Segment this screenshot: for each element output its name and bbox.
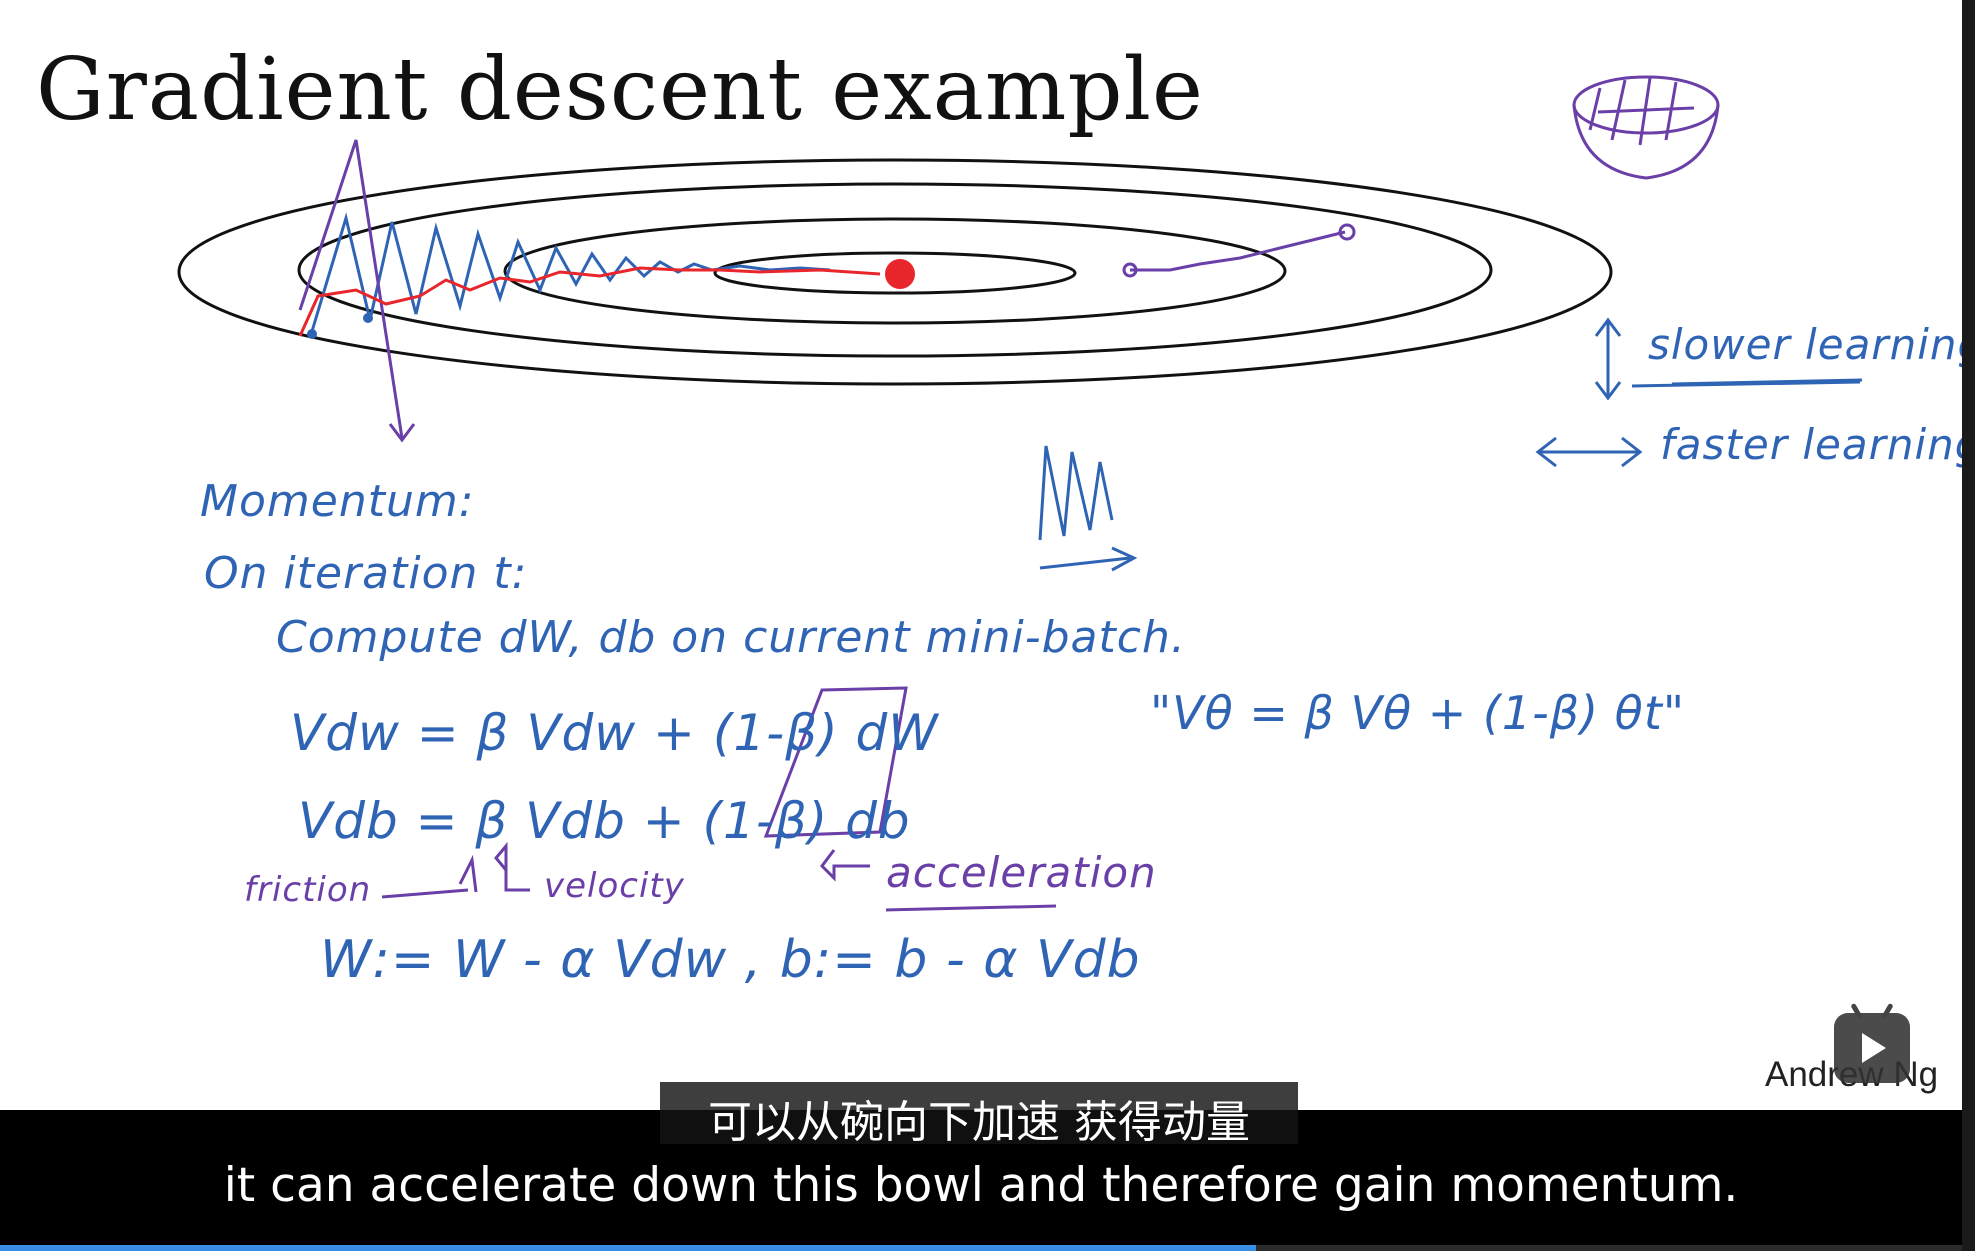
start-point [307,329,317,339]
vdb-equation: Vdb = β Vdb + (1-β) db [298,792,911,850]
friction-arrow-head [458,854,478,893]
averaged-term-box [763,686,908,838]
lecture-slide: Gradient descent example [36,40,1975,1094]
faster-learning-note: faster learning. [1660,420,1975,469]
bowl-sketch [1572,75,1720,180]
minimum-point [885,259,915,289]
acceleration-arrow [820,849,870,882]
learning-rate-path [1130,230,1346,272]
acceleration-label: acceleration [886,848,1157,897]
path-start [1338,223,1356,241]
chinese-subtitle-box: 可以从碗向下加速 获得动量 [660,1082,1298,1148]
momentum-path [298,266,881,337]
contour-ellipse-outer [177,158,1613,386]
friction-label: friction [244,870,372,910]
contour-ellipse-2 [297,182,1493,358]
compute-line: Compute dW, db on current mini-batch. [276,612,1186,663]
velocity-label: velocity [544,866,685,906]
ewa-formula: "Vθ = β Vθ + (1-β) θt" [1150,686,1686,740]
play-icon[interactable] [1834,1002,1910,1083]
chinese-subtitle: 可以从碗向下加速 获得动量 [708,1097,1250,1148]
window-edge [1962,0,1975,1251]
zigzag-sketch [1038,445,1138,572]
acceleration-underline [885,904,1057,912]
video-progress-bar[interactable] [0,1245,1962,1251]
momentum-heading: Momentum: [200,476,475,527]
english-subtitle: it can accelerate down this bowl and the… [223,1158,1739,1213]
video-progress-fill [0,1245,1256,1251]
play-triangle [1862,1033,1886,1063]
contour-ellipse-inner [713,251,1077,295]
path-end [1122,262,1138,278]
slower-underline [1671,378,1863,386]
contour-plot-drawing [177,75,1863,912]
velocity-arrow [494,841,530,892]
slide-title: Gradient descent example [36,40,1204,140]
friction-arrow [381,888,469,899]
contour-ellipse-3 [503,217,1287,325]
large-oscillation-path [298,139,404,439]
vdw-equation: Vdw = β Vdw + (1-β) dW [290,704,939,762]
iteration-line: On iteration t: [204,548,528,599]
step-point [363,313,373,323]
slower-learning-note: slower learning [1648,320,1975,369]
horizontal-arrow [1535,436,1643,468]
vertical-arrow [1594,317,1861,401]
update-rule: W:= W - α Vdw , b:= b - α Vdb [320,930,1141,990]
